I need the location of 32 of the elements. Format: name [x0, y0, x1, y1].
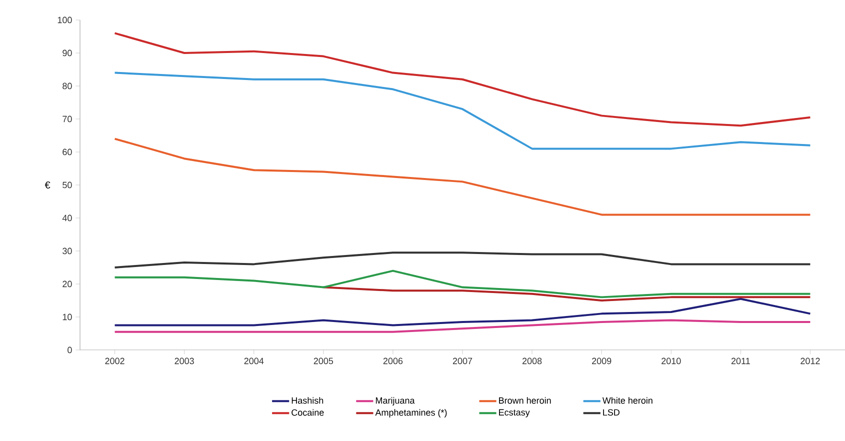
x-tick-label: 2012	[800, 358, 820, 364]
y-tick-label: 80	[62, 82, 72, 90]
line-series	[114, 32, 812, 127]
x-tick-label: 2002	[105, 358, 124, 364]
x-tick-label: 2010	[662, 358, 681, 364]
legend-label: Brown heroin	[499, 397, 551, 404]
x-tick-label: 2008	[522, 358, 542, 364]
x-tick-label: 2004	[244, 358, 264, 364]
x-tick-label: 2011	[731, 358, 750, 364]
legend-label: Hashish	[292, 397, 324, 404]
x-tick-label: 2007	[452, 358, 472, 364]
y-tick-label: 60	[62, 148, 72, 156]
x-tick-label: 2005	[314, 358, 334, 364]
x-tick-label: 2006	[383, 358, 403, 364]
y-tick-label: 0	[68, 346, 72, 354]
legend-label: Cocaine	[292, 409, 324, 416]
y-tick-label: 100	[58, 16, 72, 24]
y-tick-label: 20	[62, 280, 72, 288]
legend-label: Marijuana	[376, 397, 415, 406]
x-tick-label: 2003	[174, 358, 194, 364]
legend-label: LSD	[603, 409, 620, 416]
legend-label: White heroin	[602, 397, 652, 404]
y-tick-label: 40	[62, 214, 72, 222]
y-tick-label: 30	[62, 248, 72, 254]
legend-label: Ecstasy	[499, 409, 530, 418]
y-tick-label: 50	[62, 182, 72, 188]
y-axis-title: €	[44, 181, 50, 189]
y-tick-label: 90	[62, 50, 72, 56]
legend-label: Amphetamines (*)	[375, 409, 447, 418]
y-tick-label: 10	[62, 314, 72, 320]
x-tick-label: 2009	[592, 358, 612, 364]
y-tick-label: 70	[62, 116, 72, 122]
